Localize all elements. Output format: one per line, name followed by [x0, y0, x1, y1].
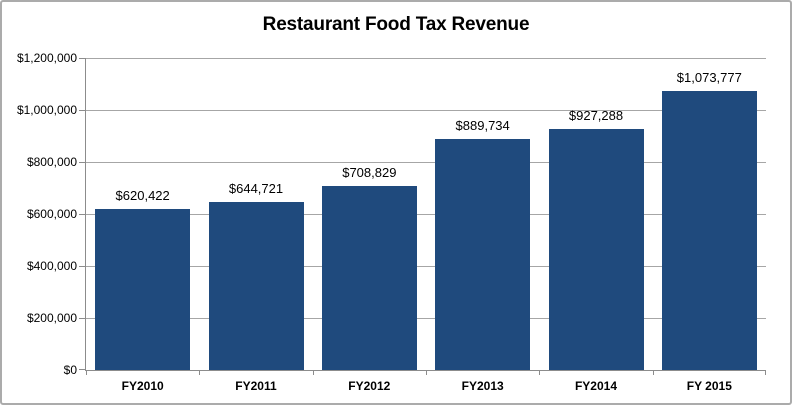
- plot-area: $620,422 FY2010 $644,721 FY2011 $708,829 FY20…: [79, 58, 766, 393]
- y-axis-tick: [79, 318, 86, 319]
- y-tick-label: $200,000: [26, 311, 77, 325]
- x-axis-tick: [765, 370, 766, 375]
- y-tick-label: $600,000: [26, 207, 77, 221]
- bar: [548, 129, 644, 370]
- x-axis-tick: [86, 370, 87, 375]
- bar: [95, 209, 191, 370]
- y-axis-tick: [79, 162, 86, 163]
- bar-value-label: $1,073,777: [676, 70, 742, 85]
- y-tick-label: $800,000: [26, 155, 77, 169]
- bar-value-label: $889,734: [455, 118, 510, 133]
- bar: [321, 186, 417, 370]
- bar-value-label: $620,422: [115, 188, 170, 203]
- y-axis-tick: [79, 110, 86, 111]
- gridline: [86, 266, 766, 267]
- bar-value-label: $644,721: [228, 181, 284, 196]
- bar: [208, 202, 304, 370]
- gridline: [86, 162, 766, 163]
- bar: [661, 91, 757, 370]
- y-axis: $1,200,000 $1,000,000 $800,000 $600,000 $400…: [2, 51, 77, 377]
- y-tick-label: $1,200,000: [16, 51, 77, 65]
- x-category-label: FY2014: [574, 379, 617, 393]
- x-category-label: FY 2015: [686, 379, 732, 393]
- y-tick-label: $0: [63, 363, 77, 377]
- bar: [435, 139, 531, 370]
- x-axis-tick: [539, 370, 541, 375]
- gridline: [86, 318, 766, 319]
- x-axis-tick: [312, 370, 314, 375]
- x-category-label: FY2011: [235, 379, 277, 393]
- x-category-label: FY2013: [461, 379, 504, 393]
- x-category-label: FY2010: [121, 379, 164, 393]
- chart-title: Restaurant Food Tax Revenue: [262, 14, 530, 35]
- y-axis-tick: [79, 214, 86, 215]
- gridline: [86, 58, 766, 59]
- y-tick-label: $400,000: [26, 259, 77, 273]
- gridline: [86, 214, 766, 215]
- y-tick-label: $1,000,000: [16, 103, 77, 117]
- x-axis-tick: [652, 370, 654, 375]
- y-axis-tick: [79, 369, 86, 370]
- bar-value-label: $708,829: [342, 165, 397, 180]
- gridline: [86, 110, 766, 111]
- x-axis-tick: [426, 370, 427, 375]
- y-axis-tick: [79, 58, 86, 59]
- x-axis-tick: [199, 370, 201, 375]
- bar-value-label: $927,288: [568, 108, 624, 123]
- x-category-label: FY2012: [348, 379, 391, 393]
- y-axis-tick: [79, 266, 86, 267]
